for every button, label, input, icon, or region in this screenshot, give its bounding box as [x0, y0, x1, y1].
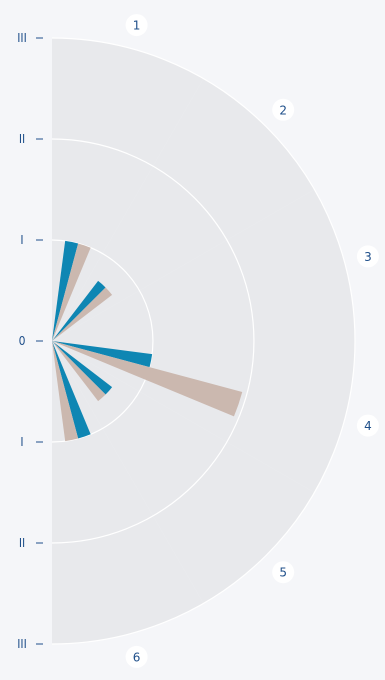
- grid-ring-III: [51, 37, 356, 645]
- category-label-6: 6: [133, 650, 141, 664]
- category-bubble-3: [356, 245, 379, 268]
- bar-2-series-2: [52, 287, 113, 341]
- background-sector-4: [52, 341, 355, 493]
- axis-tick-label-I-upper: I: [20, 233, 23, 247]
- bar-1-series-1: [52, 240, 79, 341]
- category-labels: 1 2 3 4 5 6: [125, 14, 379, 668]
- category-label-5: 5: [279, 566, 287, 580]
- axis-tick-label-III-lower: III: [17, 637, 27, 651]
- background-sector-5: [52, 341, 315, 604]
- background-sector-1: [52, 38, 204, 341]
- axis-tick-label-II-lower: II: [19, 536, 25, 550]
- category-label-1: 1: [133, 19, 141, 33]
- axis-tick-label-III-upper: III: [17, 31, 27, 45]
- category-bubble-1: [125, 14, 148, 37]
- bar-4-series-2: [52, 341, 243, 417]
- category-bubble-5: [272, 561, 295, 584]
- category-bubble-6: [125, 645, 148, 668]
- category-label-2: 2: [279, 103, 287, 117]
- grid-ring-II: [51, 138, 255, 544]
- bar-6-series-1: [52, 341, 91, 439]
- category-bubble-2: [272, 98, 295, 121]
- bar-6-series-2: [52, 341, 79, 442]
- grid-rings: [51, 37, 356, 645]
- background-sector-6: [52, 341, 204, 645]
- background-sector-3: [52, 189, 355, 341]
- grid-ring-I: [51, 239, 154, 443]
- category-label-4: 4: [364, 419, 372, 433]
- background-sector-2: [52, 78, 315, 341]
- axis-tick-label-II-upper: II: [19, 132, 25, 146]
- category-bubble-4: [356, 414, 379, 437]
- axis-tick-label-0: 0: [19, 334, 26, 348]
- bar-1-series-2: [52, 243, 91, 341]
- category-label-3: 3: [364, 250, 372, 264]
- axis-tick-label-I-lower: I: [20, 435, 23, 449]
- bar-5-series-1: [52, 341, 113, 395]
- bar-4-series-1: [52, 341, 153, 368]
- bar-5-series-2: [52, 341, 106, 402]
- background-sectors: [52, 38, 355, 645]
- data-bars: [52, 240, 243, 442]
- bar-2-series-1: [52, 280, 106, 341]
